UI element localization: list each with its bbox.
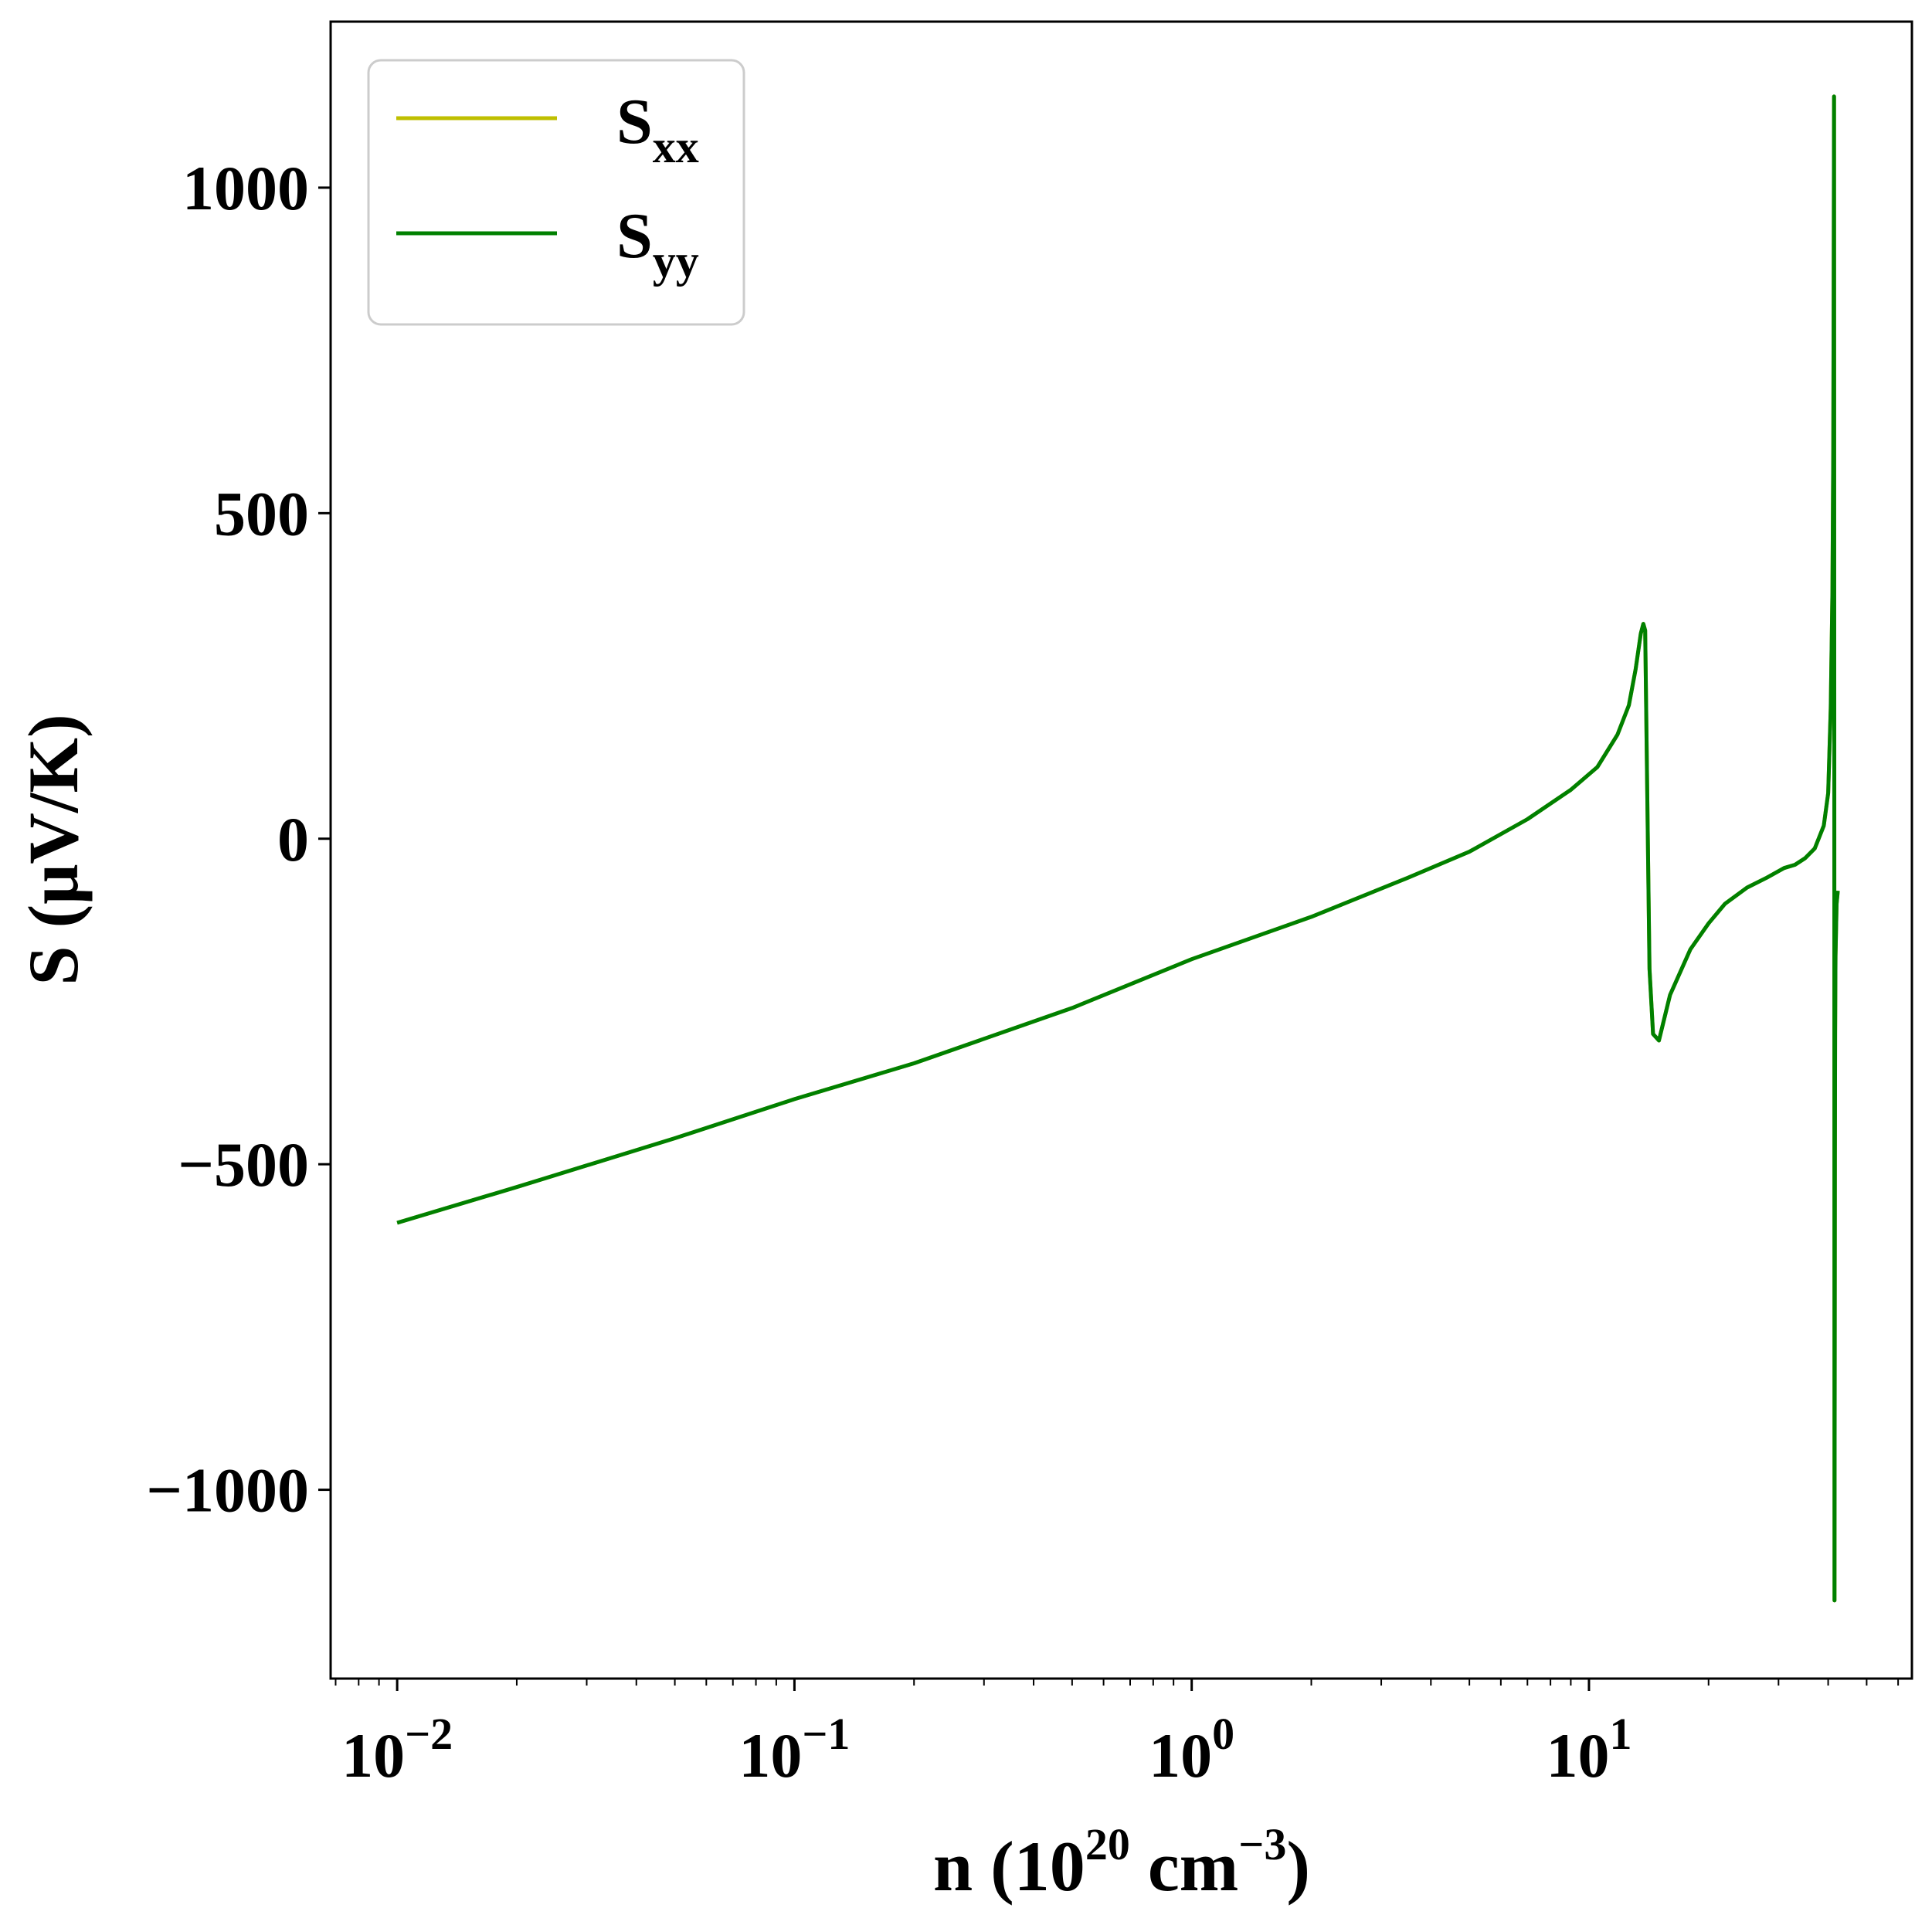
plot-frame (329, 20, 1913, 1680)
y-tick-label: 1000 (182, 153, 309, 223)
x-tick-label: 10−1 (739, 1709, 850, 1791)
y-tick-label: −500 (178, 1129, 309, 1200)
y-tick-label: 500 (214, 478, 309, 548)
series-layer (396, 94, 1840, 1603)
x-tick-label: 100 (1149, 1709, 1234, 1791)
x-tick-label: 101 (1546, 1709, 1632, 1791)
legend-box (367, 59, 745, 326)
y-tick-label: 0 (277, 804, 309, 874)
legend-label-sxx: Sxx (616, 86, 699, 172)
x-axis-title: n (1020 cm−3) (933, 1819, 1310, 1906)
x-tick-label: 10−2 (341, 1709, 453, 1791)
series-line-syy (396, 94, 1840, 1603)
legend: Sxx Syy (367, 59, 745, 326)
y-axis-title: S (μV/K) (14, 714, 93, 985)
y-tick-label: −1000 (146, 1455, 309, 1526)
y-axis: 1000 500 0 −500 −1000 (146, 153, 331, 1526)
legend-label-syy: Syy (616, 200, 699, 287)
x-axis: 10−2 10−1 100 101 (334, 1679, 1900, 1791)
